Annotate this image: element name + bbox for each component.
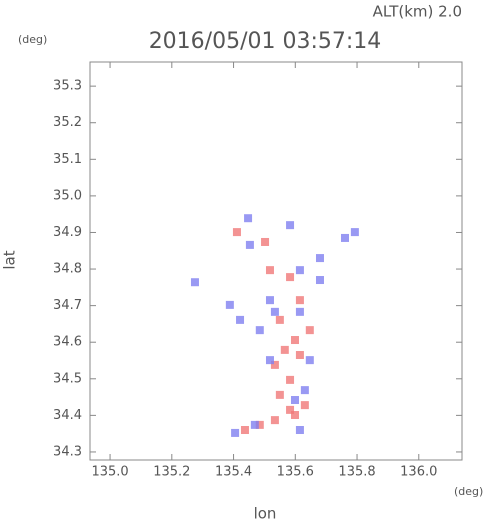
x-tick-label: 135.4: [215, 465, 252, 480]
y-unit: (deg): [18, 33, 47, 46]
echo-cell: [265, 356, 274, 365]
echo-cell: [286, 221, 295, 230]
echo-cell: [232, 228, 241, 237]
echo-cell: [270, 360, 279, 369]
x-tick-label: 135.6: [277, 465, 314, 480]
echo-cell: [225, 300, 234, 309]
x-tick-label: 136.0: [400, 465, 437, 480]
echo-cell: [250, 420, 259, 429]
echo-cell: [305, 356, 314, 365]
y-tick-label: 34.5: [53, 371, 82, 386]
y-tick-label: 35.3: [53, 79, 82, 94]
echo-cell: [286, 375, 295, 384]
y-tick-label: 34.4: [53, 408, 82, 423]
echo-cell: [295, 307, 304, 316]
echo-cell: [340, 233, 349, 242]
echo-cell: [270, 307, 279, 316]
x-axis-label: lon: [254, 505, 277, 521]
echo-cell: [350, 228, 359, 237]
echo-cell: [245, 240, 254, 249]
echo-cell: [244, 214, 253, 223]
echo-cell: [255, 420, 264, 429]
echo-cell: [315, 254, 324, 263]
echo-cell: [286, 405, 295, 414]
echo-cell: [300, 386, 309, 395]
y-tick-label: 35.1: [53, 152, 82, 167]
echo-cell: [290, 336, 299, 345]
echo-cell: [315, 276, 324, 285]
chart-title: 2016/05/01 03:57:14: [149, 29, 382, 54]
echo-cell: [255, 326, 264, 335]
echo-cell: [295, 351, 304, 360]
echo-cell: [290, 396, 299, 405]
echo-cell: [275, 390, 284, 399]
echo-cell: [265, 266, 274, 275]
echo-cell: [295, 266, 304, 275]
x-tick-label: 135.2: [153, 465, 190, 480]
plot-frame: [89, 61, 463, 461]
echo-cell: [240, 426, 249, 435]
echo-cell: [295, 296, 304, 305]
echo-cell: [231, 428, 240, 437]
y-axis-label: lat: [1, 250, 19, 269]
altitude-label: ALT(km) 2.0: [373, 3, 462, 21]
echo-cell: [265, 296, 274, 305]
y-tick-label: 34.6: [53, 335, 82, 350]
echo-cell: [270, 416, 279, 425]
x-tick-label: 135.8: [338, 465, 375, 480]
echo-cell: [295, 426, 304, 435]
echo-cell: [286, 273, 295, 282]
y-tick-label: 34.7: [53, 298, 82, 313]
x-tick-label: 135.0: [91, 465, 128, 480]
y-tick-label: 34.3: [53, 444, 82, 459]
echo-cell: [280, 345, 289, 354]
y-tick-label: 34.8: [53, 262, 82, 277]
echo-cell: [261, 237, 270, 246]
echo-cell: [290, 411, 299, 420]
echo-cell: [236, 315, 245, 324]
y-tick-label: 35.0: [53, 188, 82, 203]
echo-cell: [305, 326, 314, 335]
echo-cell: [275, 315, 284, 324]
echo-cell: [190, 278, 199, 287]
echo-cell: [300, 401, 309, 410]
y-tick-label: 35.2: [53, 115, 82, 130]
x-unit: (deg): [454, 485, 483, 498]
y-tick-label: 34.9: [53, 225, 82, 240]
